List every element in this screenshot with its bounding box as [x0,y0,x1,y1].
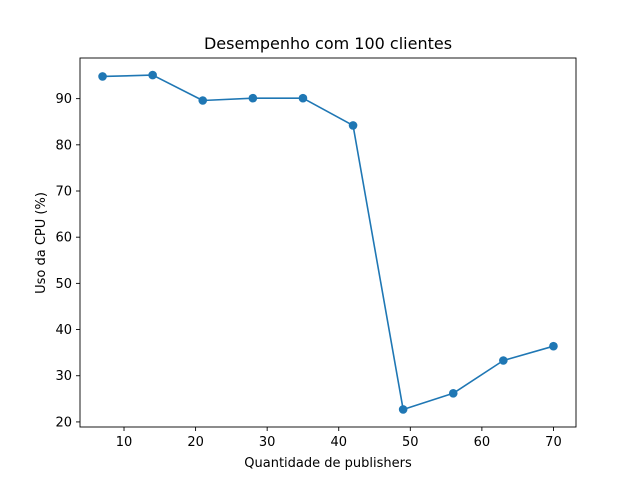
y-axis: 20 30 40 50 60 70 80 90 [55,92,80,430]
y-tick-label: 20 [55,415,72,430]
plot-frame [79,57,577,428]
y-tick-label: 40 [55,323,72,338]
data-point [499,356,508,365]
x-tick-label: 40 [330,435,347,450]
x-tick-label: 70 [545,435,562,450]
plot-area [79,57,577,428]
data-point [348,121,358,130]
data-point [198,96,208,105]
y-tick-label: 70 [55,185,72,200]
chart-title: Desempenho com 100 clientes [204,34,452,53]
y-tick-label: 80 [55,138,72,153]
y-tick-label: 60 [55,231,72,246]
y-tick-label: 50 [55,277,72,292]
x-tick-label: 50 [402,435,419,450]
x-tick-label: 60 [474,435,491,450]
series-line [102,74,554,411]
x-tick-label: 10 [116,435,133,450]
y-axis-title: Uso da CPU (%) [34,192,49,294]
x-axis-title: Quantidade de publishers [244,456,412,471]
y-tick-label: 30 [55,369,72,384]
x-tick-label: 30 [259,435,276,450]
data-point [298,93,308,103]
data-point [549,341,558,351]
data-point [398,405,408,414]
x-axis: 10 20 30 40 50 60 70 [116,427,562,450]
data-point [248,93,258,103]
data-point [148,70,157,80]
x-tick-label: 20 [187,435,204,450]
data-point [98,72,107,81]
data-point [448,388,458,398]
y-tick-label: 90 [55,92,72,107]
